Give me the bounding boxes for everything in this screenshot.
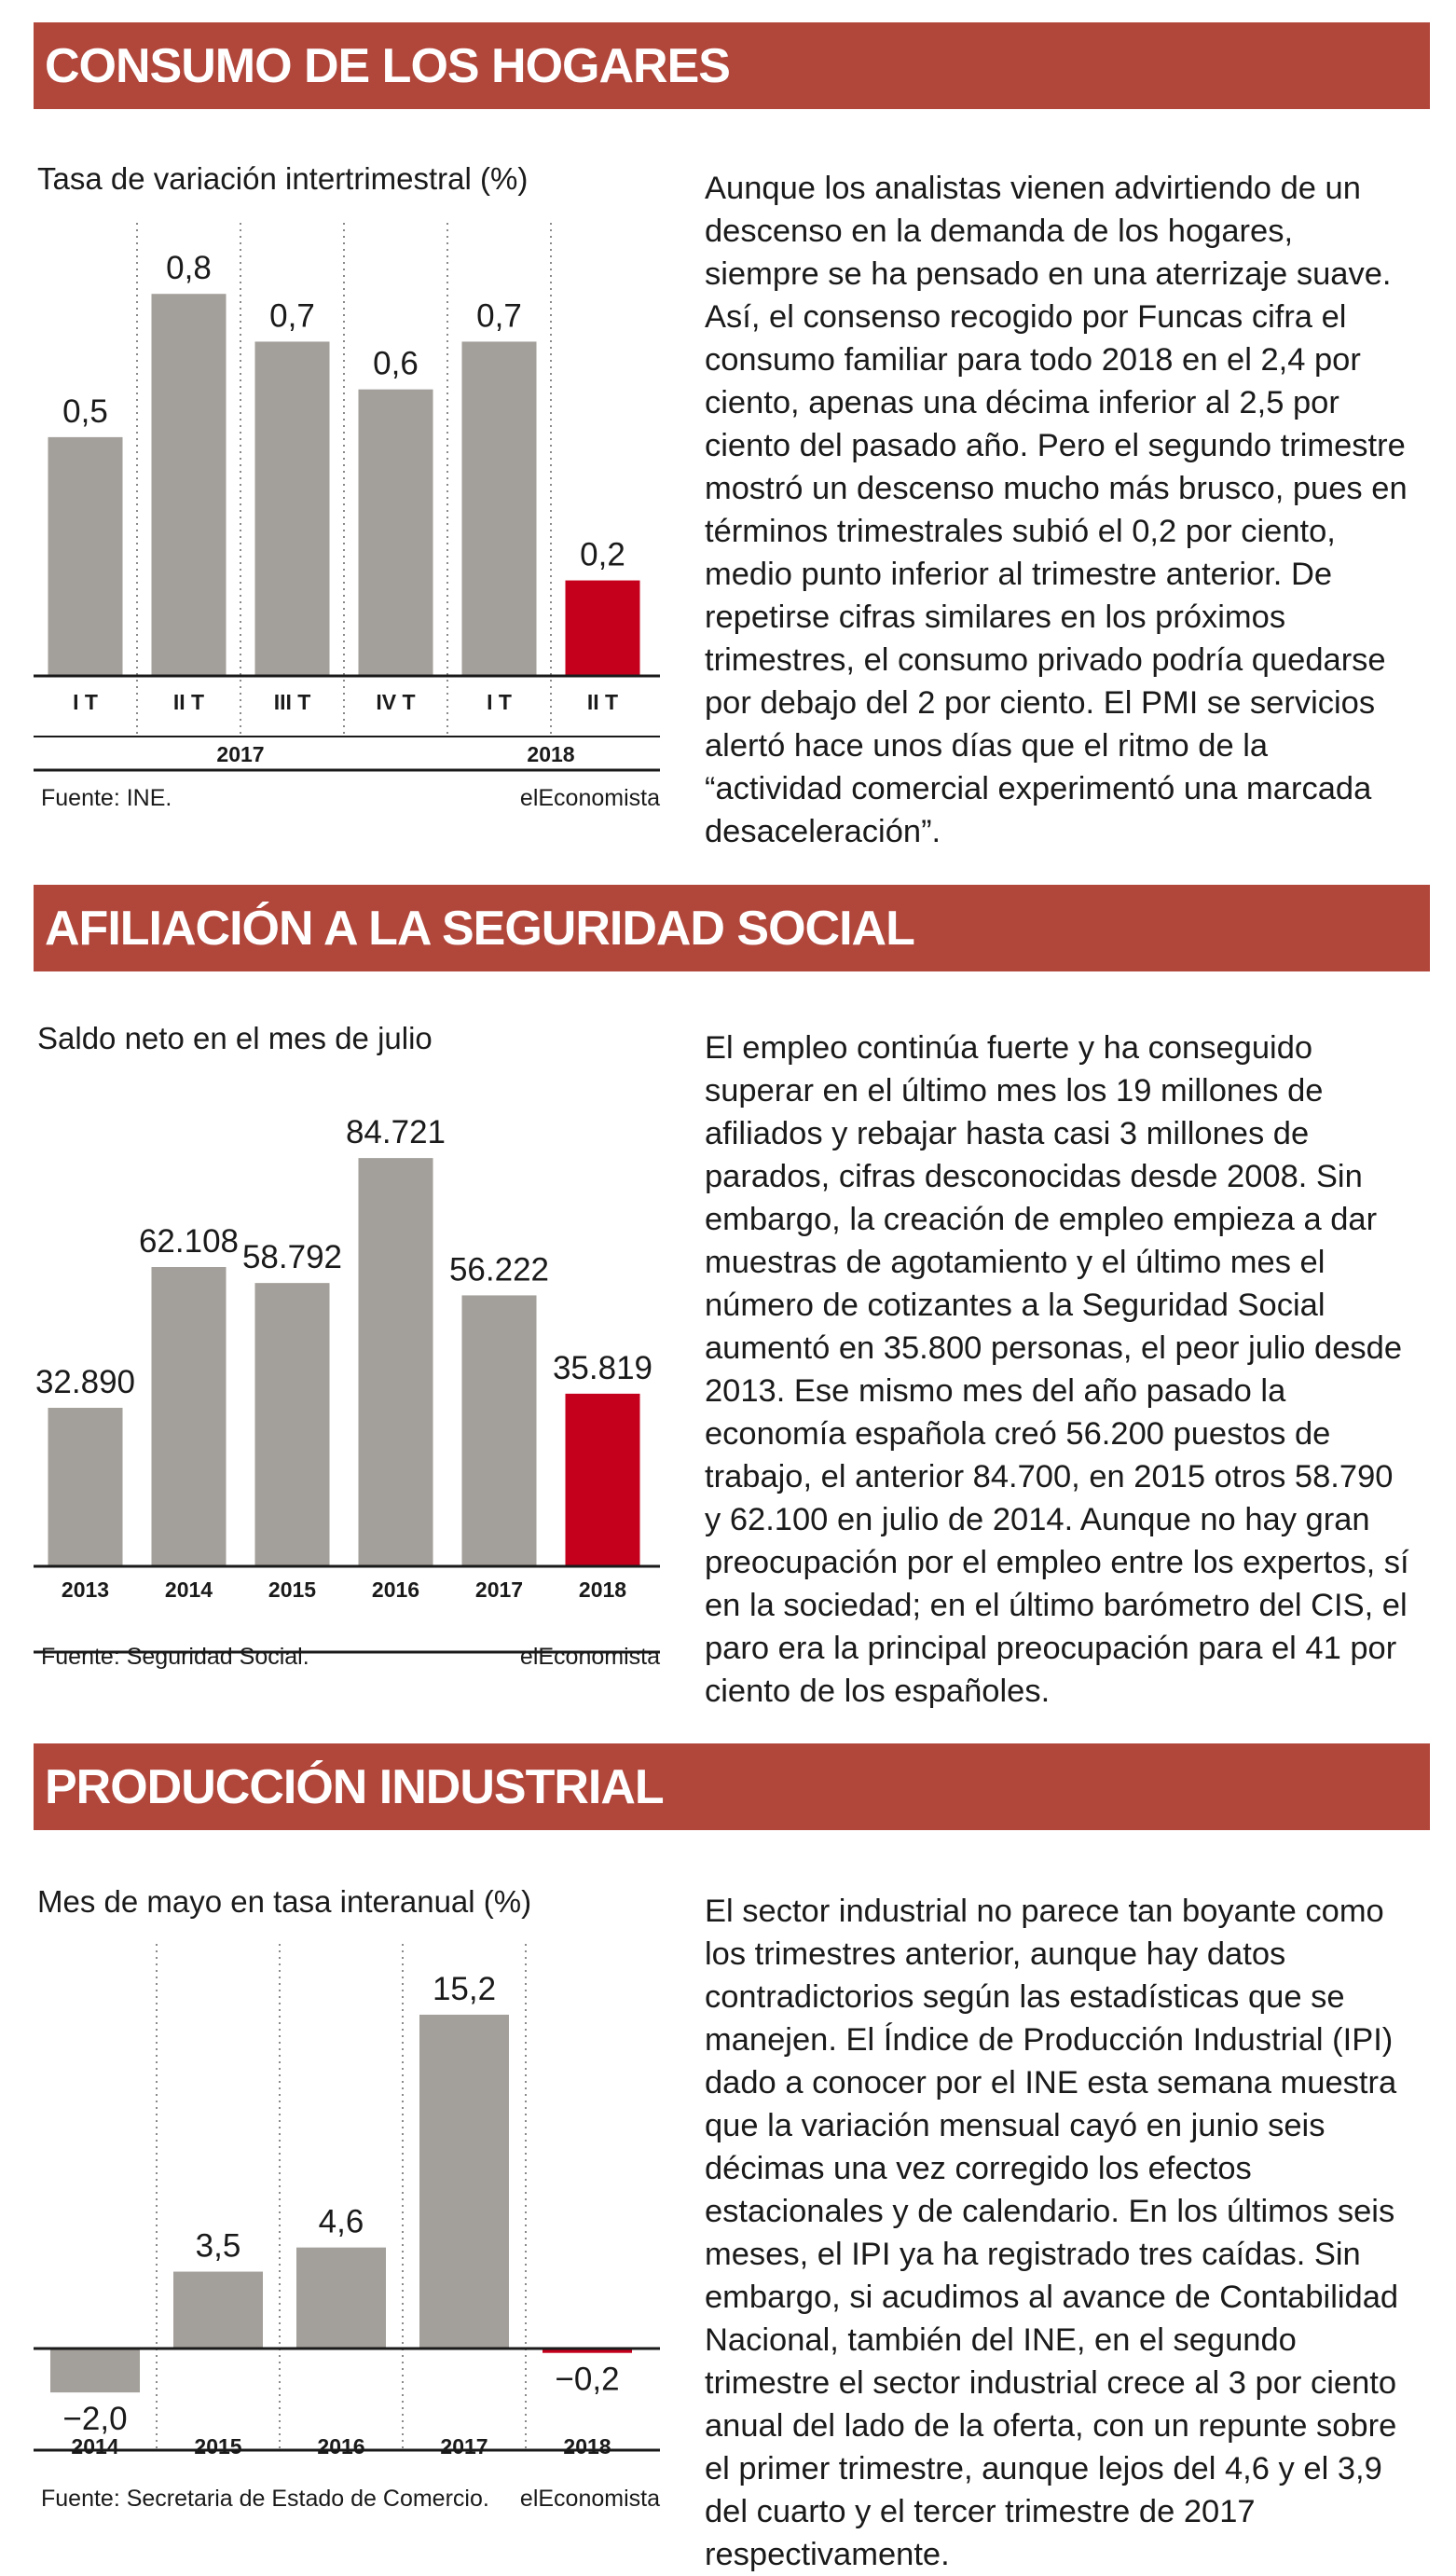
chart-subtitle: Mes de mayo en tasa interanual (%) bbox=[37, 1884, 532, 1919]
tick-label: 2018 bbox=[563, 2434, 611, 2459]
bar-2018 bbox=[543, 2349, 632, 2353]
data-label: 84.721 bbox=[346, 1114, 446, 1150]
data-label: 62.108 bbox=[139, 1223, 239, 1260]
data-label: 32.890 bbox=[35, 1364, 135, 1400]
bar-2017 bbox=[461, 1295, 537, 1566]
data-label: 15,2 bbox=[433, 1971, 496, 2007]
section-title: PRODUCCIÓN INDUSTRIAL bbox=[45, 1760, 665, 1814]
bar-iv-t bbox=[358, 389, 433, 676]
bar-i-t bbox=[48, 436, 123, 676]
data-label: −0,2 bbox=[555, 2362, 619, 2398]
tick-label: 2017 bbox=[440, 2434, 488, 2459]
data-label: 0,7 bbox=[269, 297, 315, 334]
chart-subtitle: Tasa de variación intertrimestral (%) bbox=[37, 161, 529, 196]
article-text: El empleo continúa fuerte y ha conseguid… bbox=[705, 1030, 1409, 1709]
data-label: 0,6 bbox=[373, 346, 419, 382]
bar-2016 bbox=[296, 2247, 386, 2349]
bar-2015 bbox=[173, 2271, 263, 2349]
section-afiliacion: AFILIACIÓN A LA SEGURIDAD SOCIAL Saldo n… bbox=[34, 885, 1430, 1709]
tick-label: IV T bbox=[376, 690, 415, 714]
chart-brand: elEconomista bbox=[520, 1644, 660, 1670]
group-label: 2018 bbox=[527, 742, 574, 766]
bar-2018 bbox=[565, 1393, 640, 1566]
data-label: 56.222 bbox=[449, 1251, 549, 1288]
data-label: 4,6 bbox=[319, 2204, 364, 2240]
tick-label: I T bbox=[487, 690, 512, 714]
section-title: AFILIACIÓN A LA SEGURIDAD SOCIAL bbox=[45, 902, 915, 956]
data-label: 0,8 bbox=[166, 250, 212, 286]
article-text: Aunque los analistas vienen advirtiendo … bbox=[705, 171, 1408, 849]
section-consumo: CONSUMO DE LOS HOGARES Tasa de variación… bbox=[34, 22, 1430, 849]
bar-2013 bbox=[48, 1408, 123, 1566]
tick-label: 2015 bbox=[194, 2434, 241, 2459]
tick-label: 2016 bbox=[317, 2434, 364, 2459]
tick-label: 2014 bbox=[71, 2434, 118, 2459]
tick-label: 2017 bbox=[475, 1577, 523, 1602]
bar-i-t bbox=[461, 341, 537, 676]
tick-label: II T bbox=[587, 690, 618, 714]
tick-label: I T bbox=[73, 690, 98, 714]
chart-subtitle: Saldo neto en el mes de julio bbox=[37, 1021, 433, 1055]
data-label: −2,0 bbox=[62, 2401, 127, 2437]
chart-consumo: Fuente: INE. elEconomista 0,5 0,8 0,7 0,6 0,… bbox=[34, 223, 660, 811]
tick-label: 2018 bbox=[579, 1577, 626, 1602]
tick-label: II T bbox=[173, 690, 204, 714]
bar-ii-t bbox=[151, 294, 227, 676]
chart-source: Fuente: Secretaria de Estado de Comercio… bbox=[41, 2486, 489, 2512]
article-text: El sector industrial no parece tan boyan… bbox=[705, 1894, 1399, 2572]
bar-2017 bbox=[419, 2014, 509, 2349]
section-banner: PRODUCCIÓN INDUSTRIAL bbox=[34, 1743, 1430, 1830]
data-label: 35.819 bbox=[553, 1350, 652, 1386]
tick-label: 2016 bbox=[372, 1577, 419, 1602]
chart-produccion: Fuente: Secretaria de Estado de Comercio… bbox=[34, 1944, 660, 2512]
section-title: CONSUMO DE LOS HOGARES bbox=[45, 39, 731, 93]
section-banner: CONSUMO DE LOS HOGARES bbox=[34, 22, 1430, 109]
chart-afiliacion: Fuente: Seguridad Social. elEconomista 3… bbox=[34, 1114, 660, 1670]
bar-iii-t bbox=[254, 341, 330, 676]
data-label: 3,5 bbox=[196, 2228, 241, 2265]
section-banner: AFILIACIÓN A LA SEGURIDAD SOCIAL bbox=[34, 885, 1430, 971]
tick-label: 2014 bbox=[165, 1577, 213, 1602]
bar-2014 bbox=[151, 1266, 227, 1566]
section-produccion: PRODUCCIÓN INDUSTRIAL Mes de mayo en tas… bbox=[34, 1743, 1430, 2572]
chart-brand: elEconomista bbox=[520, 785, 660, 811]
bar-ii-t bbox=[565, 580, 640, 676]
chart-brand: elEconomista bbox=[520, 2486, 660, 2512]
data-label: 0,7 bbox=[476, 297, 522, 334]
data-label: 0,2 bbox=[580, 537, 625, 573]
data-label: 0,5 bbox=[62, 393, 108, 430]
group-label: 2017 bbox=[216, 742, 264, 766]
tick-label: 2013 bbox=[62, 1577, 109, 1602]
chart-source: Fuente: Seguridad Social. bbox=[41, 1644, 309, 1670]
data-label: 58.792 bbox=[242, 1239, 342, 1275]
bar-2015 bbox=[254, 1283, 330, 1566]
tick-label: III T bbox=[274, 690, 311, 714]
tick-label: 2015 bbox=[268, 1577, 316, 1602]
bar-2014 bbox=[50, 2349, 140, 2393]
chart-source: Fuente: INE. bbox=[41, 785, 172, 811]
bar-2016 bbox=[358, 1158, 433, 1566]
